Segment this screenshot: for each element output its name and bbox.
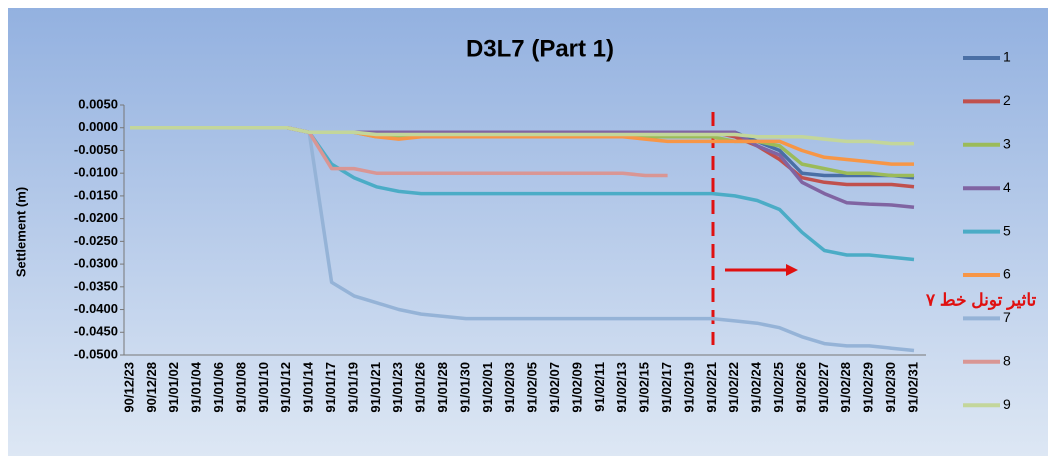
x-tick-label: 91/01/08 xyxy=(233,362,248,413)
x-tick-label: 91/01/02 xyxy=(166,362,181,413)
y-tick-label: -0.0300 xyxy=(74,256,118,271)
series-line xyxy=(130,125,914,146)
x-tick-label: 91/02/24 xyxy=(749,361,764,412)
x-tick-label: 91/01/04 xyxy=(189,361,204,412)
x-tick-label: 91/02/28 xyxy=(838,362,853,413)
x-tick-label: 91/01/10 xyxy=(256,362,271,413)
legend-label: 1 xyxy=(1003,49,1011,65)
x-tick-label: 91/02/15 xyxy=(637,362,652,413)
x-tick-label: 91/02/09 xyxy=(569,362,584,413)
legend-label: 2 xyxy=(1003,92,1011,108)
x-tick-label: 91/02/31 xyxy=(905,362,920,413)
legend-label: 4 xyxy=(1003,179,1011,195)
x-tick-label: 90/12/23 xyxy=(121,362,136,413)
y-tick-label: 0.0000 xyxy=(78,119,118,134)
x-tick-label: 91/02/05 xyxy=(525,362,540,413)
legend-label: 5 xyxy=(1003,222,1011,238)
y-tick-label: -0.0400 xyxy=(74,301,118,316)
legend-label: 9 xyxy=(1003,396,1011,412)
y-tick-label: -0.0500 xyxy=(74,346,118,361)
y-axis-title: Settlement (m) xyxy=(13,187,28,277)
legend-label: 3 xyxy=(1003,136,1011,152)
x-tick-label: 91/02/17 xyxy=(659,362,674,413)
y-tick-label: -0.0350 xyxy=(74,278,118,293)
x-tick-label: 91/02/30 xyxy=(883,362,898,413)
legend-label: 8 xyxy=(1003,353,1011,369)
x-tick-label: 91/01/17 xyxy=(323,362,338,413)
x-tick-label: 91/01/06 xyxy=(211,362,226,413)
x-tick-label: 91/02/13 xyxy=(614,362,629,413)
y-tick-label: -0.0450 xyxy=(74,324,118,339)
y-tick-label: -0.0100 xyxy=(74,165,118,180)
y-tick-label: -0.0150 xyxy=(74,187,118,202)
x-tick-label: 91/02/03 xyxy=(502,362,517,413)
x-tick-label: 90/12/28 xyxy=(144,362,159,413)
x-tick-label: 91/02/19 xyxy=(681,362,696,413)
legend-label: 6 xyxy=(1003,266,1011,282)
x-tick-label: 91/02/25 xyxy=(771,362,786,413)
x-tick-label: 91/02/22 xyxy=(726,362,741,413)
y-tick-label: -0.0200 xyxy=(74,210,118,225)
chart-title: D3L7 (Part 1) xyxy=(466,35,614,62)
x-tick-label: 91/01/14 xyxy=(301,361,316,412)
x-tick-label: 91/01/23 xyxy=(390,362,405,413)
x-tick-label: 91/01/21 xyxy=(368,362,383,413)
x-tick-label: 91/02/07 xyxy=(547,362,562,413)
legend-label: 7 xyxy=(1003,309,1011,325)
x-tick-label: 91/01/28 xyxy=(435,362,450,413)
x-tick-label: 91/02/26 xyxy=(793,362,808,413)
chart-background xyxy=(8,8,1048,456)
y-tick-label: -0.0050 xyxy=(74,142,118,157)
x-tick-label: 91/02/29 xyxy=(861,362,876,413)
y-tick-label: -0.0250 xyxy=(74,233,118,248)
x-tick-label: 91/01/12 xyxy=(278,362,293,413)
x-tick-label: 91/02/27 xyxy=(816,362,831,413)
x-tick-label: 91/02/01 xyxy=(480,362,495,413)
y-tick-label: 0.0050 xyxy=(78,96,118,111)
x-tick-label: 91/02/21 xyxy=(704,362,719,413)
x-tick-label: 91/01/26 xyxy=(413,362,428,413)
x-tick-label: 91/01/30 xyxy=(457,362,472,413)
arrow-head xyxy=(786,264,798,276)
annotation: تاثیر تونل خط ۷ xyxy=(925,290,1036,310)
x-tick-label: 91/01/19 xyxy=(345,362,360,413)
x-tick-label: 91/02/11 xyxy=(592,362,607,412)
